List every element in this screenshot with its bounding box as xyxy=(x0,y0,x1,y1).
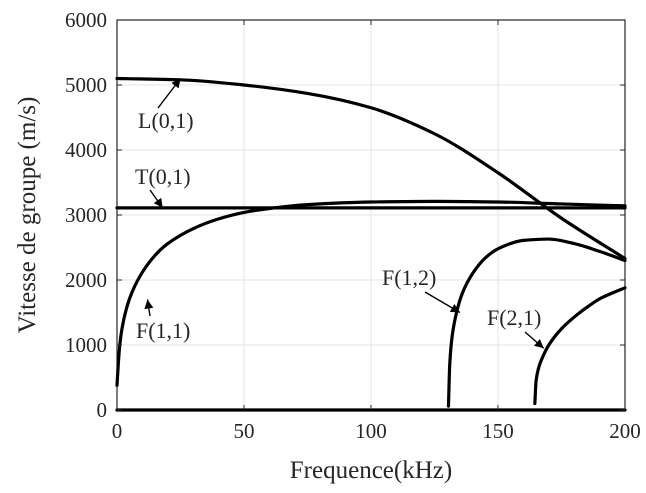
grid xyxy=(116,19,626,411)
annotation-label-t-0-1: T(0,1) xyxy=(135,164,191,189)
y-tick-label: 4000 xyxy=(65,138,107,162)
annotation-label-f-1-2: F(1,2) xyxy=(382,265,436,290)
y-tick-label: 1000 xyxy=(65,333,107,357)
y-tick-label: 3000 xyxy=(65,203,107,227)
axis-ticks xyxy=(116,19,626,411)
annotation-arrows xyxy=(144,78,545,349)
annotation-label-f-2-1: F(2,1) xyxy=(487,305,541,330)
annotation-arrowhead-f-1-1 xyxy=(144,299,154,310)
series-f-1-1-line xyxy=(115,199,627,387)
y-tick-label: 6000 xyxy=(65,8,107,32)
annotation-arrowhead-t-0-1 xyxy=(153,197,163,208)
annotation-arrowhead-f-1-2 xyxy=(449,304,460,313)
y-tick-labels: 0 1000 2000 3000 4000 5000 6000 xyxy=(65,8,107,422)
y-axis-title: Vitesse de groupe (m/s) xyxy=(14,97,41,334)
x-tick-label: 200 xyxy=(609,419,641,443)
series-f-2-1-line xyxy=(533,286,627,406)
annotation-label-f-1-1: F(1,1) xyxy=(136,318,190,343)
annotation-arrowhead-l-0-1 xyxy=(171,78,181,89)
y-tick-label: 2000 xyxy=(65,268,107,292)
x-tick-label: 150 xyxy=(482,419,514,443)
y-tick-label: 5000 xyxy=(65,73,107,97)
annotation-label-l-0-1: L(0,1) xyxy=(138,108,194,133)
x-tick-labels: 0 50 100 150 200 xyxy=(112,419,641,443)
x-tick-label: 50 xyxy=(234,419,255,443)
x-tick-label: 100 xyxy=(355,419,387,443)
series-f-1-2-line xyxy=(446,237,627,408)
x-tick-label: 0 xyxy=(112,419,123,443)
x-axis-title: Frequence(kHz) xyxy=(290,457,452,484)
annotation-arrowhead-f-2-1 xyxy=(533,338,544,349)
y-tick-label: 0 xyxy=(97,398,108,422)
annotation-labels: L(0,1) T(0,1) F(1,1) F(1,2) F(2,1) xyxy=(135,108,541,343)
